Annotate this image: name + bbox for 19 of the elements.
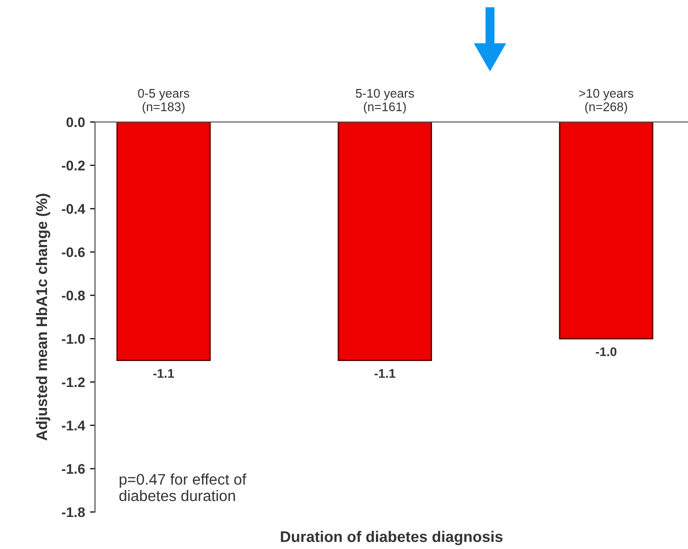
y-tick-label: -0.4: [62, 204, 86, 214]
y-tick-label: -0.8: [62, 290, 85, 301]
y-tick-label: -1.4: [62, 420, 86, 430]
y-tick-label: -0.6: [62, 247, 85, 258]
y-axis-title: Adjusted mean HbA1c change (%): [36, 194, 50, 441]
x-tick-label: >10 years (n=268): [579, 88, 634, 114]
y-tick-label: -1.6: [62, 464, 85, 474]
data-label: -1.1: [153, 369, 174, 378]
y-tick-label: -1.0: [62, 334, 85, 344]
y-tick-label: -0.2: [62, 160, 85, 171]
data-label: -1.0: [596, 347, 616, 356]
y-tick-label: -1.8: [62, 507, 85, 518]
x-tick-label: 0-5 years (n=183): [138, 88, 190, 114]
x-axis-title: Duration of diabetes diagnosis: [280, 530, 503, 546]
x-tick-label: 5-10 years (n=161): [356, 88, 414, 114]
data-label: -1.1: [374, 369, 396, 378]
y-tick-label: 0.0: [66, 117, 85, 128]
annotation: p=0.47 for effect of diabetes duration: [119, 474, 246, 502]
y-tick-label: -1.2: [62, 377, 85, 388]
